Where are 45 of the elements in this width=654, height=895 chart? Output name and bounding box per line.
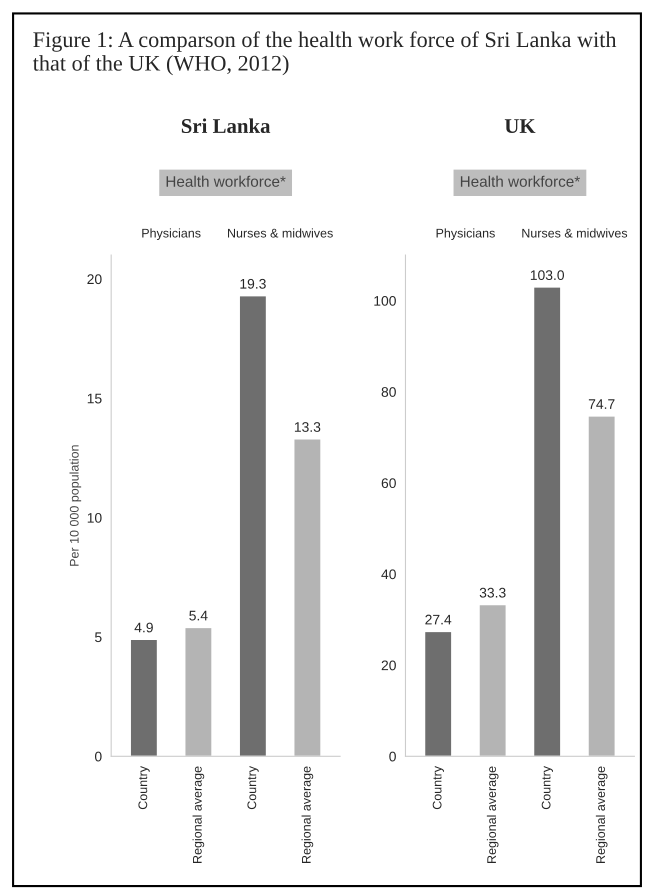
bar	[238, 294, 268, 756]
x-tick-label: Country	[138, 766, 150, 810]
data-label: 27.4	[425, 614, 452, 624]
text: Health workforce*	[166, 176, 286, 187]
chart-title: UK	[504, 119, 536, 134]
data-label: 33.3	[480, 588, 506, 598]
caption: Figure 1: A comparson of the health work force of Sri Lanka with that of the UK (WHO, 2012)	[32, 31, 616, 76]
data-label: 103.0	[530, 270, 564, 280]
x-tick-label: Country	[542, 766, 554, 810]
text: Health workforce*	[460, 176, 580, 187]
data-label: 74.7	[588, 399, 614, 409]
y-tick-label: 0	[94, 752, 102, 762]
bar	[293, 438, 322, 756]
x-tick-label: Regional average	[192, 766, 204, 863]
bar	[184, 626, 213, 756]
bar	[424, 630, 452, 756]
bar	[130, 638, 158, 756]
y-tick-label: 5	[94, 632, 102, 642]
data-label: 13.3	[294, 422, 320, 432]
x-tick-label: Country	[247, 766, 259, 810]
y-tick-label: 20	[87, 274, 102, 284]
y-tick-label: 0	[389, 752, 396, 762]
text: Physicians	[142, 228, 201, 240]
data-label: 4.9	[134, 622, 153, 632]
x-tick-label: Regional average	[596, 766, 608, 863]
bar	[532, 286, 562, 756]
x-tick-label: Regional average	[486, 766, 499, 863]
y-tick-label: 40	[381, 569, 396, 580]
data-label: 19.3	[240, 278, 266, 289]
x-tick-label: Regional average	[302, 766, 314, 863]
chart-title: Sri Lanka	[182, 118, 270, 134]
text: Nurses & midwives	[522, 228, 628, 238]
data-label: 5.4	[189, 610, 208, 620]
y-tick-label: 60	[382, 478, 396, 488]
y-axis-title: Per 10 000 population	[69, 445, 82, 566]
x-tick-label: Country	[432, 766, 444, 810]
bar	[587, 415, 616, 756]
y-tick-label: 10	[88, 512, 102, 523]
y-tick-label: 20	[382, 660, 396, 670]
text: Nurses & midwives	[228, 228, 333, 238]
bar	[478, 604, 507, 756]
text: Physicians	[436, 228, 495, 240]
y-tick-label: 15	[88, 394, 102, 404]
y-tick-label: 80	[382, 387, 396, 397]
y-tick-label: 100	[374, 296, 396, 306]
